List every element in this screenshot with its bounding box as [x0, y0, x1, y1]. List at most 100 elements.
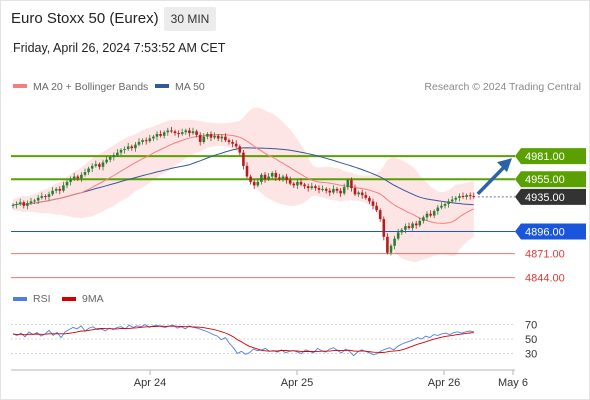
- candle: [98, 162, 101, 170]
- resistance-level-tag: [515, 171, 586, 188]
- candle: [339, 188, 342, 197]
- candle: [159, 130, 162, 138]
- candle: [242, 149, 245, 170]
- rsi-line: [12, 323, 474, 357]
- candle: [108, 155, 112, 163]
- candle: [364, 191, 368, 200]
- candle: [198, 132, 202, 146]
- candle: [404, 223, 407, 234]
- candle: [170, 126, 173, 134]
- interval-button[interactable]: 30 MIN: [164, 7, 216, 31]
- candle: [296, 179, 299, 189]
- candle: [209, 131, 213, 142]
- candle: [213, 132, 216, 140]
- candle: [216, 134, 220, 142]
- candle: [342, 183, 346, 196]
- candle: [155, 131, 159, 141]
- candle: [191, 127, 195, 135]
- moving-averages: [12, 133, 475, 224]
- candle: [461, 192, 465, 199]
- candle: [450, 196, 454, 204]
- time-tick-label: Apr 24: [134, 377, 166, 389]
- candle: [443, 202, 447, 209]
- candle: [105, 156, 108, 165]
- header: Euro Stoxx 50 (Eurex) 30 MIN: [0, 0, 590, 36]
- resistance-level-tag: [515, 148, 586, 165]
- candle: [83, 168, 87, 177]
- candle: [119, 148, 123, 156]
- candle: [321, 185, 324, 192]
- candle: [436, 204, 440, 215]
- candle: [148, 134, 152, 143]
- ma50-legend-label: MA 50: [175, 81, 205, 93]
- candle: [166, 127, 170, 136]
- credit-label: Research © 2024 Trading Central: [424, 81, 581, 93]
- rsi-legend-label: RSI: [33, 293, 51, 305]
- candle: [256, 178, 260, 188]
- candle: [310, 182, 314, 190]
- candle: [389, 243, 393, 256]
- candle: [58, 186, 62, 195]
- candle: [281, 174, 285, 182]
- candle: [29, 197, 33, 205]
- candle: [407, 222, 411, 230]
- price-levels: [11, 155, 515, 279]
- candle: [72, 173, 76, 181]
- candle: [101, 159, 105, 171]
- last-level-tag: [515, 188, 586, 205]
- candle: [40, 192, 44, 200]
- candle: [22, 200, 26, 209]
- candle: [54, 187, 58, 194]
- ma20-legend-label: MA 20 + Bollinger Bands: [33, 81, 148, 93]
- candle: [468, 192, 472, 200]
- candle: [400, 227, 404, 236]
- candle: [177, 130, 180, 138]
- candle: [422, 215, 425, 224]
- rsi-panel: 70 50 30: [11, 320, 537, 361]
- candle: [429, 210, 432, 218]
- candle: [87, 166, 90, 175]
- candle: [69, 176, 72, 186]
- candle: [116, 149, 119, 158]
- forecast-arrow-head: [497, 158, 512, 173]
- price-level-labels: 4981.00 4955.00 4935.00 4896.00 4871.00 4844.…: [515, 148, 586, 285]
- candle: [350, 177, 353, 192]
- ma20-line: [12, 133, 475, 224]
- candle: [465, 193, 468, 200]
- candle: [425, 211, 429, 221]
- candle: [447, 198, 450, 208]
- candles: [11, 126, 476, 256]
- instrument-title: Euro Stoxx 50 (Eurex): [11, 10, 159, 27]
- candle: [152, 134, 155, 142]
- candle: [180, 128, 184, 136]
- candle: [414, 220, 418, 229]
- candle: [393, 235, 396, 250]
- candle: [371, 198, 375, 210]
- candle: [267, 173, 270, 181]
- candle: [335, 187, 339, 194]
- candle: [33, 198, 36, 205]
- candle: [65, 180, 69, 189]
- candle: [303, 182, 306, 189]
- candle: [472, 192, 476, 199]
- candle: [137, 138, 141, 147]
- candle: [382, 216, 386, 241]
- candle: [288, 176, 292, 186]
- forecast-arrow: [476, 158, 512, 196]
- candle: [396, 228, 400, 241]
- candle: [130, 144, 134, 151]
- support-level-label: 4844.00: [525, 273, 565, 285]
- pivot-level-label: 4896.00: [525, 227, 565, 239]
- time-tick-label: Apr 25: [281, 377, 313, 389]
- time-axis: Apr 24 Apr 25 Apr 26 May 6: [11, 369, 528, 389]
- candle: [317, 185, 321, 194]
- candle: [270, 171, 274, 180]
- candle: [36, 195, 40, 205]
- ma20-legend-swatch: [13, 84, 27, 88]
- forecast-arrow-shaft: [476, 163, 508, 196]
- candle: [418, 217, 422, 228]
- resistance-level-label: 4955.00: [525, 174, 565, 186]
- candle: [44, 194, 47, 200]
- candle: [76, 174, 80, 181]
